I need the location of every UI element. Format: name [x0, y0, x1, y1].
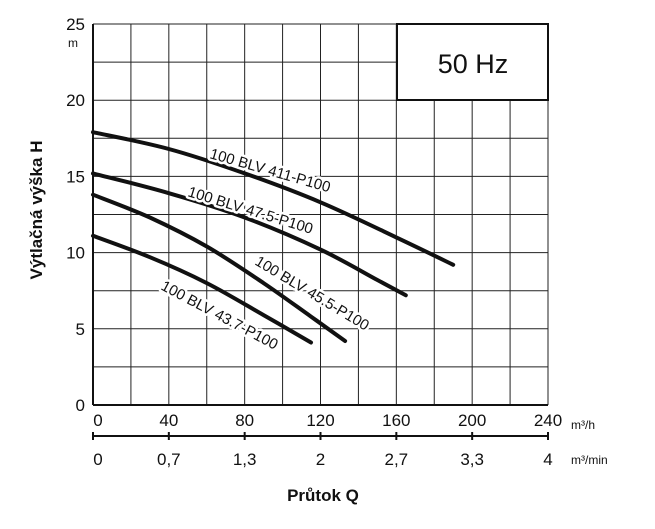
x-tick-label-primary: 240 [534, 411, 562, 430]
curves [91, 130, 456, 345]
x-tick-label-secondary: 0,7 [157, 450, 181, 469]
series-label-1: 100 BLV 411-P100 [208, 146, 332, 197]
x-tick-label-secondary: 2,7 [385, 450, 409, 469]
axes: 0 5 10 15 20 25 0 40 80 120 160 200 240 0 0,7 1,3 2 2,7 3,… [66, 15, 562, 469]
series-line-4 [91, 233, 313, 345]
y-tick-label: 25 [66, 15, 85, 34]
x-tick-label-primary: 120 [306, 411, 334, 430]
series-line-2 [91, 171, 408, 298]
frequency-label: 50 Hz [438, 49, 509, 79]
series-line-1 [91, 130, 456, 267]
x-tick-label-secondary: 3,3 [460, 450, 484, 469]
series-line-3 [91, 192, 348, 343]
x-tick-label-primary: 80 [235, 411, 254, 430]
y-tick-label: 0 [76, 396, 85, 415]
x-tick-label-secondary: 4 [543, 450, 552, 469]
x-tick-label-primary: 40 [159, 411, 178, 430]
x-tick-label-primary: 160 [382, 411, 410, 430]
x-tick-label-primary: 200 [458, 411, 486, 430]
y-axis-title: Výtlačná výška H [27, 141, 46, 280]
x-tick-label-secondary: 0 [93, 450, 102, 469]
y-tick-label: 15 [66, 167, 85, 186]
x-tick-label-secondary: 2 [316, 450, 325, 469]
y-tick-label: 10 [66, 244, 85, 263]
y-tick-label: 5 [76, 320, 85, 339]
x-axis-unit-primary: m³/h [571, 418, 595, 432]
x-tick-label-secondary: 1,3 [233, 450, 257, 469]
x-axis-unit-secondary: m³/min [571, 453, 608, 467]
x-tick-label-primary: 0 [93, 411, 102, 430]
y-axis-unit: m [68, 36, 78, 50]
frequency-box-frame [396, 23, 549, 101]
frequency-box: 50 Hz [396, 23, 549, 101]
y-tick-label: 20 [66, 91, 85, 110]
x-axis-title: Průtok Q [287, 486, 359, 505]
